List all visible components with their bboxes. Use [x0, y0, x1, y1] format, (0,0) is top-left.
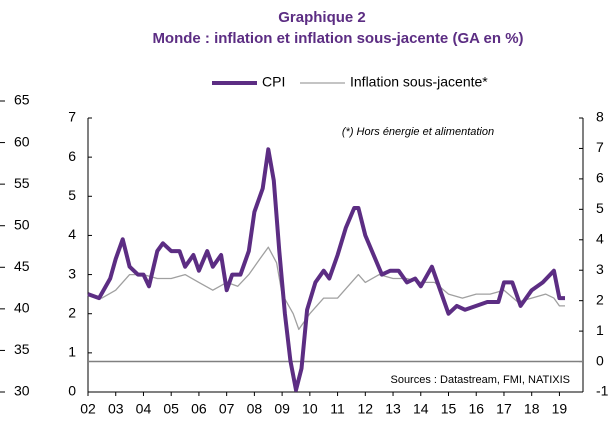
y-tick-label: 5: [68, 187, 76, 203]
x-tick-label: 02: [80, 401, 96, 417]
x-tick-label: 15: [441, 401, 457, 417]
y3-tick-label: 50: [14, 216, 30, 232]
y-tick-label: 6: [68, 148, 76, 164]
x-tick-label: 10: [302, 401, 318, 417]
series-line: [87, 246, 565, 331]
y2-tick-label: 1: [596, 322, 604, 338]
legend-label: CPI: [262, 74, 285, 90]
x-tick-label: 05: [163, 401, 179, 417]
y2-tick-label: 5: [596, 200, 604, 216]
x-tick-label: 12: [358, 401, 374, 417]
chart-title: Graphique 2: [278, 9, 366, 26]
y3-tick-label: 35: [14, 341, 30, 357]
y2-tick-label: 2: [596, 291, 604, 307]
chart-subtitle: Monde : inflation et inflation sous-jace…: [152, 30, 523, 47]
x-tick-label: 16: [468, 401, 484, 417]
x-tick-label: 19: [552, 401, 568, 417]
series-line: [87, 147, 565, 392]
x-tick-label: 04: [136, 401, 152, 417]
x-tick-label: 08: [247, 401, 263, 417]
y2-tick-label: -1: [596, 383, 609, 399]
y2-tick-label: 8: [596, 109, 604, 125]
y3-tick-label: 55: [14, 175, 30, 191]
x-tick-label: 03: [108, 401, 124, 417]
y2-tick-label: 7: [596, 139, 604, 155]
y3-tick-label: 45: [14, 258, 30, 274]
y3-tick-label: 40: [14, 300, 30, 316]
y3-tick-label: 60: [14, 133, 30, 149]
annotation: Sources : Datastream, FMI, NATIXIS: [390, 374, 570, 386]
x-tick-label: 13: [385, 401, 401, 417]
y2-tick-label: 0: [596, 352, 604, 368]
y-tick-label: 4: [68, 226, 76, 242]
y3-tick-label: 30: [14, 383, 30, 399]
y-tick-label: 2: [68, 304, 76, 320]
x-tick-label: 09: [274, 401, 290, 417]
x-tick-label: 07: [219, 401, 235, 417]
x-tick-label: 18: [524, 401, 540, 417]
annotation: (*) Hors énergie et alimentation: [342, 126, 494, 138]
y3-tick-label: 65: [14, 92, 30, 108]
y-tick-label: 1: [68, 344, 76, 360]
y2-tick-label: 3: [596, 261, 604, 277]
y2-tick-label: 4: [596, 230, 604, 246]
y2-tick-label: 6: [596, 170, 604, 186]
y-tick-label: 7: [68, 109, 76, 125]
legend-label: Inflation sous-jacente*: [350, 74, 488, 90]
y-tick-label: 0: [68, 383, 76, 399]
x-tick-label: 11: [330, 401, 345, 417]
y-tick-label: 3: [68, 265, 76, 281]
x-tick-label: 17: [496, 401, 512, 417]
x-tick-label: 06: [191, 401, 207, 417]
x-tick-label: 14: [413, 401, 429, 417]
